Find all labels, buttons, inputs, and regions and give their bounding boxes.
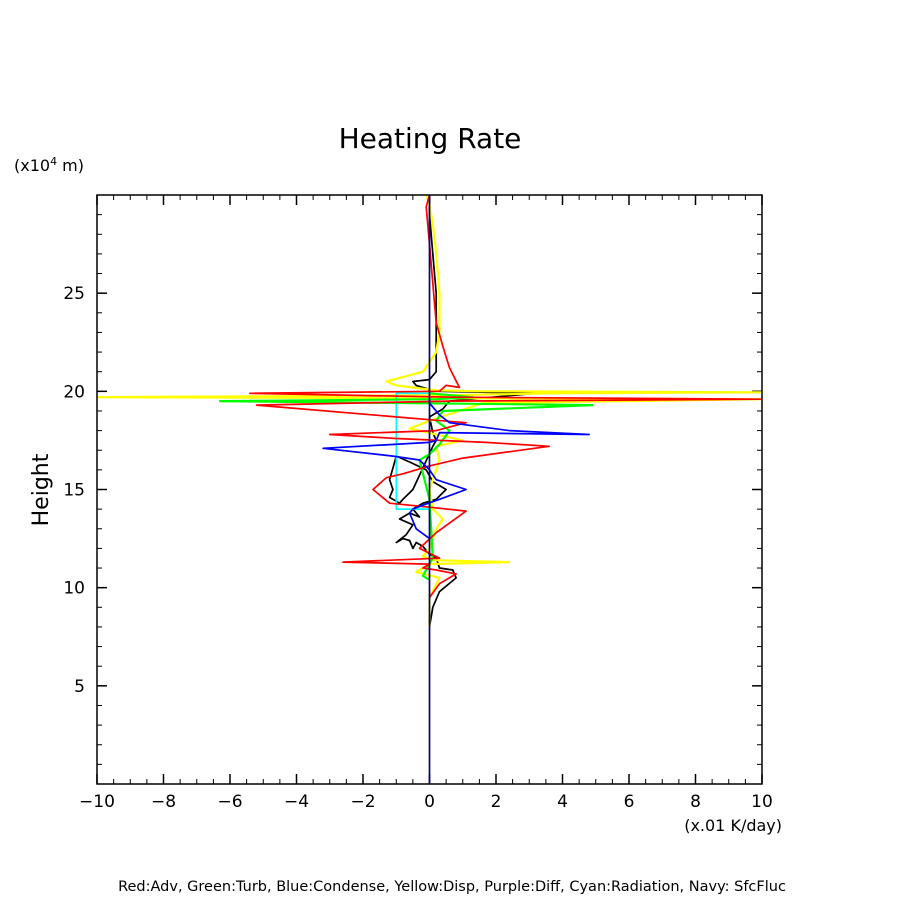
series-black-line	[388, 195, 537, 628]
y-unit-label: (x104 m)	[14, 155, 84, 175]
x-tick-labels: −10 −8 −6 −4 −2 0 2 4 6 8 10	[79, 792, 773, 812]
x-tick-label: 10	[751, 792, 773, 812]
y-tick-label: 20	[63, 382, 85, 402]
series-red-line	[249, 195, 762, 598]
y-unit-tail: m)	[57, 156, 84, 175]
y-unit-base: (x10	[14, 156, 50, 175]
y-tick-label: 25	[63, 284, 85, 304]
x-tick-label: 0	[424, 792, 435, 812]
series-green-line	[218, 391, 594, 581]
x-tick-label: 2	[491, 792, 502, 812]
y-tick-label: 10	[63, 579, 85, 599]
y-tick-label: 5	[74, 677, 85, 697]
x-tick-label: −8	[151, 792, 176, 812]
legend-text: Red:Adv, Green:Turb, Blue:Condense, Yell…	[118, 879, 786, 895]
x-tick-label: −4	[284, 792, 309, 812]
series-cyan-line	[395, 391, 431, 514]
series-layer	[97, 195, 762, 784]
x-tick-label: 8	[690, 792, 701, 812]
plot-frame	[96, 194, 763, 785]
x-tick-label: 6	[624, 792, 635, 812]
y-axis-label: Height	[29, 453, 54, 526]
x-tick-label: −10	[79, 792, 115, 812]
chart-title: Heating Rate	[339, 122, 522, 155]
x-axis-label: (x.01 K/day)	[684, 816, 782, 835]
y-tick-labels: 5 10 15 20 25	[63, 284, 85, 697]
x-tick-label: −2	[350, 792, 375, 812]
x-tick-label: −6	[217, 792, 242, 812]
x-tick-label: 4	[557, 792, 568, 812]
series-blue-line	[322, 399, 590, 540]
y-tick-label: 15	[63, 481, 85, 501]
y-unit-exponent: 4	[50, 155, 57, 168]
